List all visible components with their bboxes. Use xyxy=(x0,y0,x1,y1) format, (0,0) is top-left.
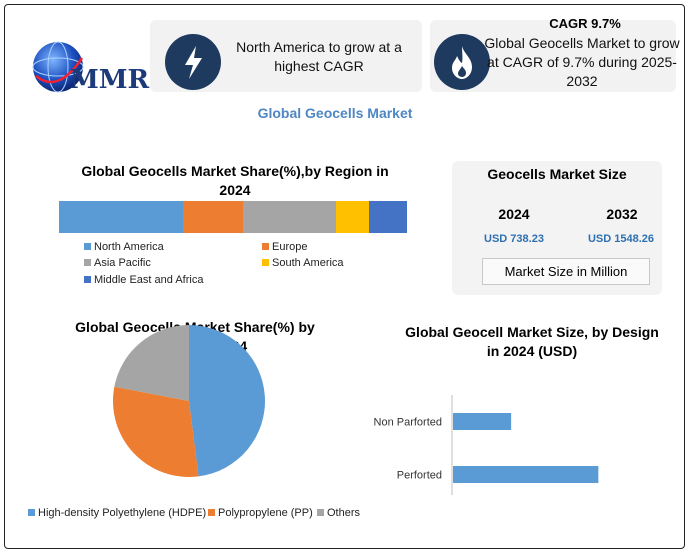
region-bar-segment-middle-east-and-africa xyxy=(368,201,407,233)
pie-slice-3 xyxy=(114,325,189,401)
legend-swatch xyxy=(317,508,324,516)
legend-swatch xyxy=(84,242,91,250)
size-panel-title: Geocells Market Size xyxy=(487,166,627,182)
design-bar-1 xyxy=(453,413,512,430)
size-year-2032: 2032 xyxy=(606,206,638,222)
size-value-2024: USD 738.23 xyxy=(484,233,544,245)
design-bar-2 xyxy=(453,466,599,483)
legend-label: North America xyxy=(94,241,164,253)
design-category-label: Non Parforted xyxy=(374,417,442,429)
growth-card-text: North America to grow at a highest CAGR xyxy=(236,39,402,74)
legend-swatch xyxy=(84,258,91,266)
design-category-label: Perforted xyxy=(397,470,442,482)
legend-label: Polypropylene (PP) xyxy=(218,507,313,519)
legend-swatch xyxy=(84,275,91,283)
region-stacked-bar xyxy=(59,201,407,233)
material-legend-item: Polypropylene (PP) xyxy=(208,507,313,519)
legend-label: Asia Pacific xyxy=(94,257,151,269)
legend-swatch xyxy=(208,508,215,516)
cagr-card-text: Global Geocells Market to grow at CAGR o… xyxy=(484,35,680,89)
size-value-2032: USD 1548.26 xyxy=(587,233,655,245)
region-legend-item: Asia Pacific xyxy=(84,257,151,269)
material-legend-item: Others xyxy=(317,507,360,519)
legend-label: Middle East and Africa xyxy=(94,274,204,286)
logo-text: MMR xyxy=(70,65,150,95)
region-legend-item: Europe xyxy=(262,241,307,253)
legend-swatch xyxy=(28,508,35,516)
region-bar-segment-north-america xyxy=(59,201,183,233)
legend-label: South America xyxy=(272,257,344,269)
region-bar-segment-europe xyxy=(182,201,244,233)
design-bar-chart: Non Parforted Perforted xyxy=(374,395,599,495)
cagr-title: CAGR 9.7% xyxy=(549,16,621,31)
region-legend-item: South America xyxy=(262,257,344,269)
design-chart-title: Global Geocell Market Size, by Design in… xyxy=(405,324,659,359)
infographic-frame xyxy=(4,4,685,549)
legend-label: Europe xyxy=(272,241,308,253)
size-year-2024: 2024 xyxy=(498,206,530,222)
lightning-icon xyxy=(165,34,221,90)
legend-label: Others xyxy=(327,507,361,519)
material-legend-item: High-density Polyethylene (HDPE) xyxy=(28,507,206,519)
legend-swatch xyxy=(262,242,269,250)
region-bar-segment-south-america xyxy=(335,201,369,233)
region-chart-title: Global Geocells Market Share(%),by Regio… xyxy=(81,163,389,198)
pie-slice-2 xyxy=(112,386,199,477)
legend-swatch xyxy=(262,258,269,266)
pie-slice-1 xyxy=(189,325,265,477)
region-legend-item: North America xyxy=(84,241,164,253)
globe-icon xyxy=(32,41,84,93)
flame-icon xyxy=(434,34,490,90)
main-title: Global Geocells Market xyxy=(257,105,413,121)
logo: MMR xyxy=(22,32,149,102)
material-pie-chart xyxy=(112,325,265,477)
region-legend-item: Middle East and Africa xyxy=(84,274,203,286)
size-unit-note: Market Size in Million xyxy=(482,258,650,285)
legend-label: High-density Polyethylene (HDPE) xyxy=(38,507,207,519)
region-bar-segment-asia-pacific xyxy=(243,201,336,233)
